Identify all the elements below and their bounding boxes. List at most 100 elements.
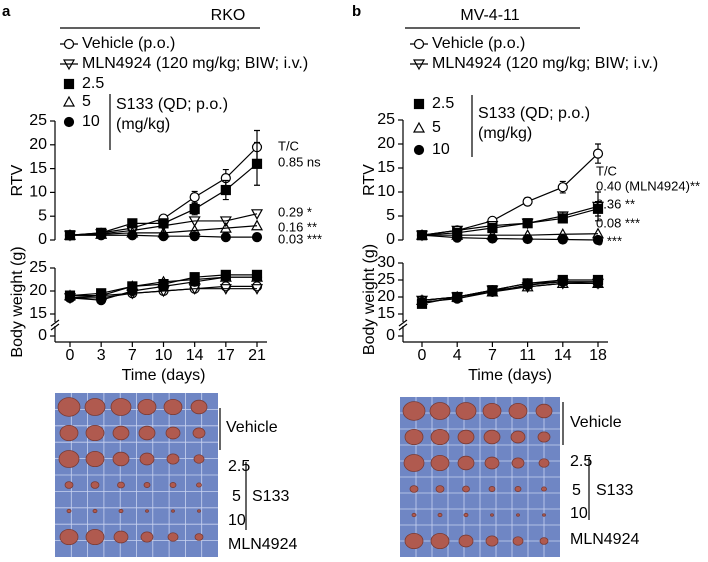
tumor [143, 482, 151, 488]
legend-group: S133 (QD; p.o.) [116, 96, 228, 113]
tumor [437, 512, 443, 518]
y-tick-label: 20 [29, 282, 47, 299]
tumor [112, 451, 130, 467]
photo-label: Vehicle [570, 414, 622, 431]
marker [557, 213, 568, 224]
y-tick-label: 20 [377, 135, 395, 152]
marker [188, 216, 201, 228]
x-tick-label: 14 [186, 347, 204, 364]
y-tick-label: 20 [377, 288, 395, 305]
y-tick-label: 25 [29, 112, 47, 129]
tumor [457, 429, 475, 445]
marker [251, 272, 263, 283]
marker [63, 38, 75, 50]
legend-label: Vehicle (p.o.) [82, 35, 175, 52]
marker [219, 284, 232, 295]
marker [189, 203, 200, 215]
marker [416, 297, 428, 308]
photo-label: S133 [596, 482, 633, 499]
marker [189, 231, 200, 242]
marker [413, 98, 425, 110]
x-axis-label: Time (days) [122, 367, 206, 384]
tumor [541, 486, 547, 492]
marker [220, 232, 231, 243]
tumor [193, 454, 205, 464]
tumor [403, 454, 425, 472]
tumor [59, 424, 79, 442]
tumor [514, 486, 522, 492]
marker [63, 78, 75, 90]
tumor [457, 455, 475, 471]
y-tick-label: 5 [38, 207, 47, 224]
marker [452, 232, 463, 243]
y-tick-label: 30 [377, 254, 395, 271]
marker [412, 59, 426, 71]
marker [487, 233, 498, 244]
photo-label: 2.5 [570, 453, 592, 470]
marker [251, 281, 263, 292]
tumor [85, 528, 105, 546]
tumor [117, 481, 125, 489]
marker [412, 121, 426, 133]
marker [158, 231, 169, 242]
tumor [59, 528, 79, 546]
legend-label: 10 [432, 141, 450, 158]
photo-label: 2.5 [228, 458, 250, 475]
marker [251, 232, 263, 243]
annotation: 0.03 *** [278, 231, 322, 246]
y-tick-label: 0 [386, 231, 395, 248]
x-tick-label: 3 [97, 347, 106, 364]
marker [62, 59, 76, 71]
y-axis-label: Body weight (g) [9, 246, 26, 357]
annotation: 0.08 *** [596, 215, 640, 230]
marker [127, 285, 138, 297]
x-tick-label: 14 [554, 347, 572, 364]
tumor [66, 508, 72, 514]
tumor [435, 485, 445, 493]
marker [592, 203, 604, 214]
tumor [194, 533, 204, 541]
x-tick-label: 18 [589, 347, 607, 364]
tumor [145, 509, 149, 513]
marker [127, 218, 138, 229]
photo-label: MLN4924 [570, 531, 639, 548]
photo-label: 10 [570, 505, 588, 522]
marker [557, 234, 568, 245]
legend-label: 2.5 [432, 95, 454, 112]
x-axis-label: Time (days) [468, 367, 552, 384]
marker [592, 234, 604, 246]
legend-group: (mg/kg) [478, 125, 532, 142]
tumor [542, 513, 546, 517]
tumor [516, 513, 520, 517]
marker [64, 292, 76, 303]
series-line [421, 281, 599, 303]
legend-label: MLN4924 (120 mg/kg; BIW; i.v.) [432, 55, 658, 72]
marker [250, 284, 264, 295]
photo-label: 10 [228, 512, 246, 529]
tumor [463, 512, 469, 518]
y-tick-label: 5 [386, 207, 395, 224]
marker [592, 148, 604, 159]
tumor [485, 535, 499, 547]
photo-label: S133 [252, 488, 289, 505]
marker [592, 278, 604, 289]
tumor [511, 457, 525, 469]
photo-label: MLN4924 [228, 536, 297, 553]
marker [487, 286, 498, 297]
tumor [166, 453, 180, 465]
x-tick-label: 0 [418, 347, 427, 364]
tumor [85, 450, 105, 468]
marker [522, 218, 533, 229]
tumor [85, 424, 105, 442]
marker [557, 276, 568, 287]
tumor [92, 508, 98, 514]
tumor [458, 534, 474, 548]
y-tick-label: 15 [377, 159, 395, 176]
panel-title: RKO [211, 7, 246, 24]
y-tick-label: 15 [377, 305, 395, 322]
marker [158, 281, 169, 292]
marker [557, 182, 568, 193]
tumor [484, 456, 500, 470]
tumor [508, 402, 528, 420]
